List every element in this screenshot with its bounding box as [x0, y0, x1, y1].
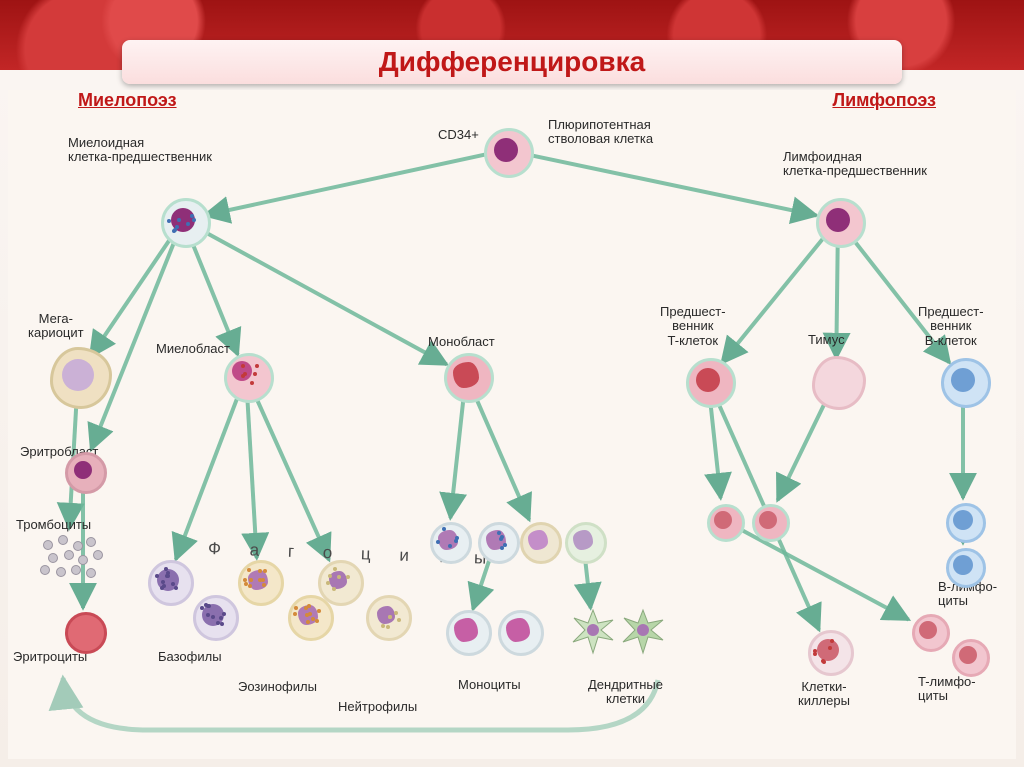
label-stem: Плюрипотентнаястволовая клетка	[548, 118, 653, 147]
label-nk: Клетки-киллеры	[798, 680, 850, 709]
cell-mono_d-nucleus	[573, 530, 593, 550]
platelets-cluster	[38, 535, 108, 585]
slide-root: Дифференцировка Миелопоэз Лимфопоэз CD34…	[0, 0, 1024, 767]
cell-t_mid-nucleus	[714, 511, 732, 529]
cell-mono2-nucleus	[506, 618, 530, 642]
label-eosinophils: Эозинофилы	[238, 680, 317, 694]
cell-b2-nucleus	[953, 555, 973, 575]
cell-mono1-nucleus	[454, 618, 478, 642]
label-myeloid-prog: Миелоиднаяклетка-предшественник	[68, 136, 212, 165]
slide-title: Дифференцировка	[379, 46, 645, 78]
cell-b_prog-nucleus	[951, 368, 975, 392]
label-monoblast: Монобласт	[428, 335, 495, 349]
cell-dend1	[568, 605, 618, 655]
cell-t_prog-nucleus	[696, 368, 720, 392]
cell-t1-nucleus	[919, 621, 937, 639]
label-b-prog: Предшест-венникB-клеток	[918, 305, 984, 348]
label-neutrophils: Нейтрофилы	[338, 700, 417, 714]
cell-t_mid2-nucleus	[759, 511, 777, 529]
cell-dend2	[618, 605, 668, 655]
label-t-prog: Предшест-венникT-клеток	[660, 305, 726, 348]
cell-mono_c-nucleus	[528, 530, 548, 550]
cell-neu2-nucleus	[377, 606, 395, 624]
label-thymus: Тимус	[808, 333, 845, 347]
cell-erythroblast-nucleus	[74, 461, 92, 479]
label-lymphoid-prog: Лимфоиднаяклетка-предшественник	[783, 150, 927, 179]
label-cd34: CD34+	[438, 128, 479, 142]
cell-t2-nucleus	[959, 646, 977, 664]
label-myeloblast: Миелобласт	[156, 342, 230, 356]
cell-lymphoid-nucleus	[826, 208, 850, 232]
cell-nk-nucleus	[817, 639, 839, 661]
label-basophils: Базофилы	[158, 650, 222, 664]
cell-stem-nucleus	[494, 138, 518, 162]
cell-monoblast-nucleus	[453, 362, 479, 388]
cell-mega-nucleus	[62, 359, 94, 391]
diagram-canvas: Миелопоэз Лимфопоэз CD34+ Плюрипотентная…	[8, 90, 1016, 759]
cell-erythrocyte	[65, 612, 107, 654]
label-dendritic: Дендритныеклетки	[588, 678, 663, 707]
cell-b1-nucleus	[953, 510, 973, 530]
label-erythrocytes: Эритроциты	[13, 650, 87, 664]
label-monocytes: Моноциты	[458, 678, 521, 692]
title-banner: Дифференцировка	[122, 40, 902, 84]
cell-neu1-nucleus	[329, 571, 347, 589]
label-platelets: Тромбоциты	[16, 518, 91, 532]
label-t-lymph: T-лимфо-циты	[918, 675, 976, 704]
label-megakaryocyte: Мега-кариоцит	[28, 312, 84, 341]
